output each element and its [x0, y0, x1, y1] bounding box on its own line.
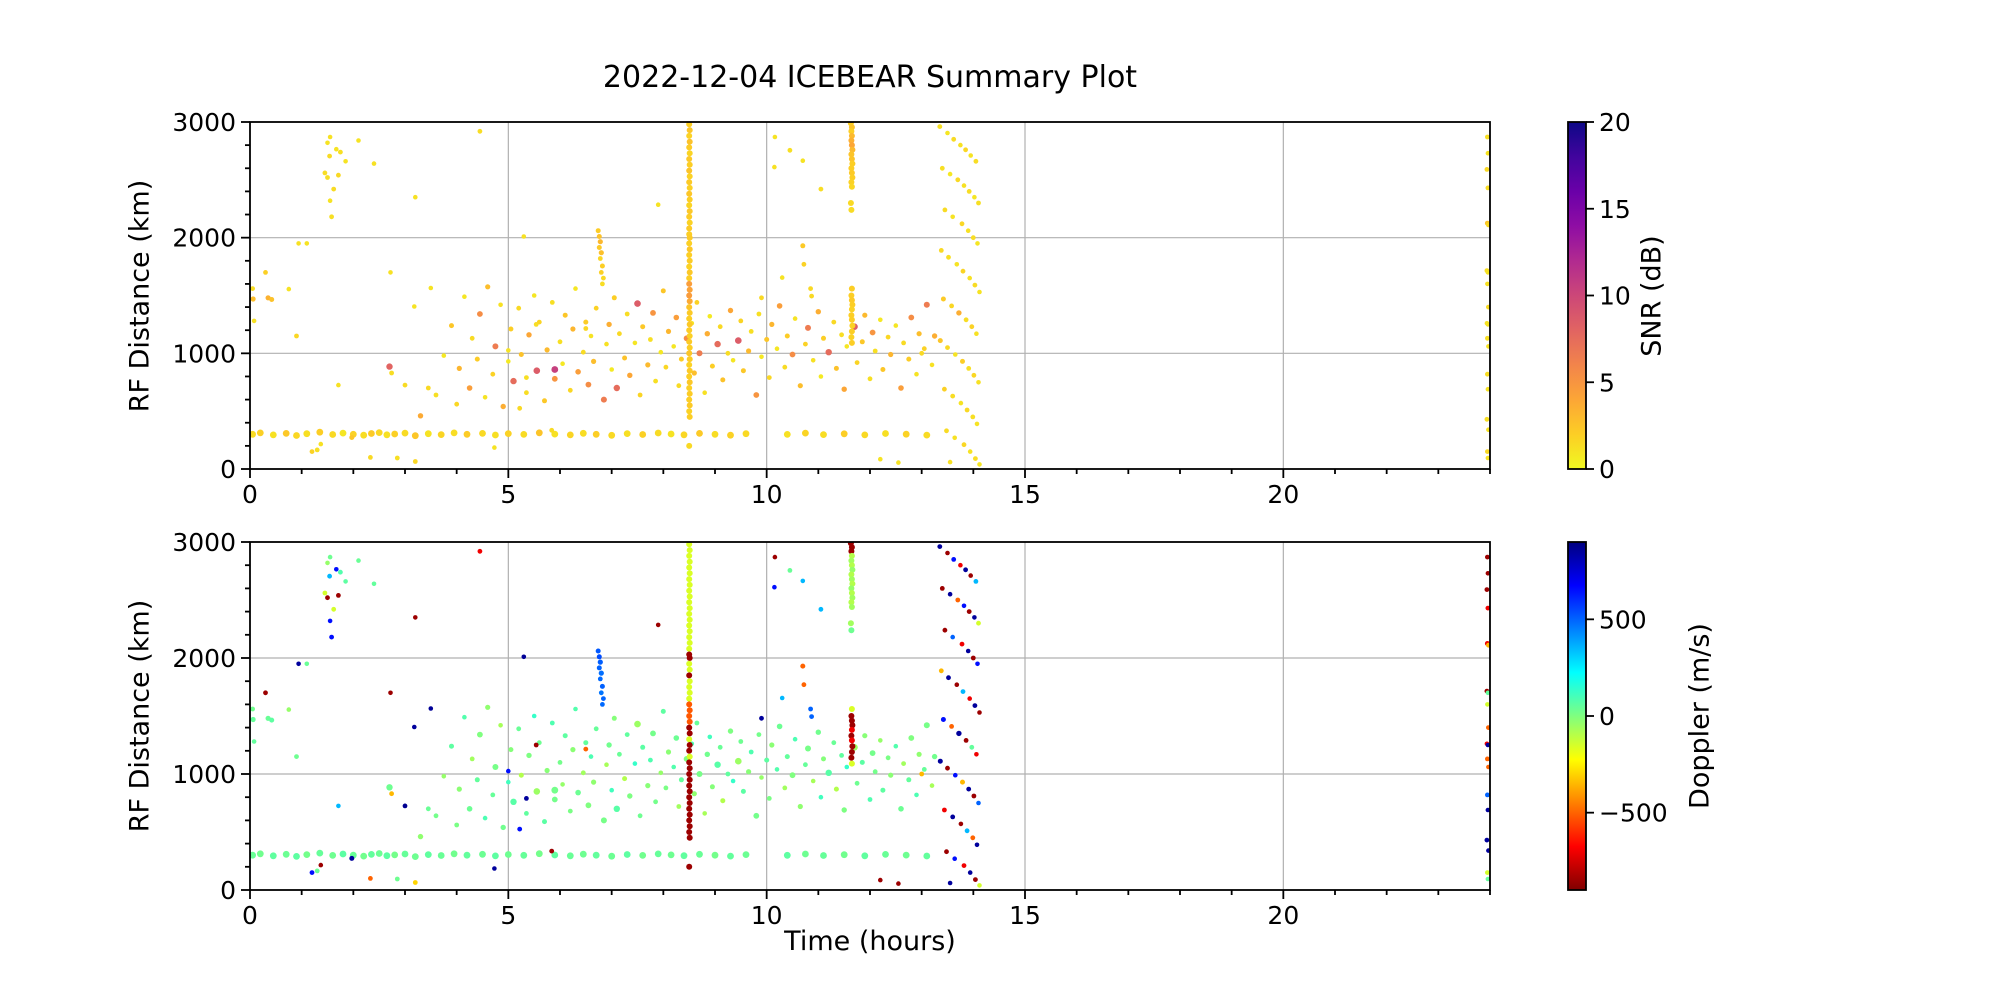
svg-text:10: 10: [751, 901, 783, 930]
svg-text:0: 0: [220, 455, 236, 484]
svg-text:20: 20: [1599, 108, 1631, 137]
panel-border: [249, 121, 1491, 470]
doppler-panel: 0 5 10 15 20 0 1000 2000 3000 −500 0 500: [172, 528, 1667, 930]
y-axis-label-bottom: RF Distance (km): [124, 599, 156, 833]
svg-text:5: 5: [1599, 368, 1615, 397]
grid-lines: [250, 122, 1490, 469]
svg-text:15: 15: [1009, 480, 1041, 509]
svg-text:15: 15: [1599, 195, 1631, 224]
svg-text:10: 10: [1599, 282, 1631, 311]
svg-text:3000: 3000: [172, 528, 236, 557]
plot-title: 2022-12-04 ICEBEAR Summary Plot: [602, 60, 1138, 95]
svg-text:0: 0: [1599, 455, 1615, 484]
svg-text:−500: −500: [1599, 799, 1668, 828]
svg-text:10: 10: [751, 480, 783, 509]
doppler-colorbar-label: Doppler (m/s): [1684, 623, 1716, 809]
snr-scatter-points: [250, 122, 1490, 467]
svg-text:1000: 1000: [172, 339, 236, 368]
grid-lines: [250, 542, 1490, 890]
doppler-colorbar: −500 0 500: [1567, 541, 1668, 891]
svg-text:1000: 1000: [172, 760, 236, 789]
x-axis-label: Time (hours): [784, 926, 956, 957]
snr-colorbar-label: SNR (dB): [1636, 235, 1668, 357]
svg-text:15: 15: [1009, 901, 1041, 930]
svg-text:5: 5: [500, 480, 516, 509]
panel-border: [249, 541, 1491, 891]
snr-colorbar: 0 5 10 15 20: [1567, 108, 1631, 484]
svg-text:20: 20: [1267, 901, 1299, 930]
svg-text:500: 500: [1599, 605, 1647, 634]
doppler-scatter-points: [250, 542, 1490, 888]
svg-text:0: 0: [220, 876, 236, 905]
snr-panel: 0 5 10 15 20 0 1000 2000 3000 0 5 10 15 20: [172, 108, 1630, 509]
tick-labels: 0 5 10 15 20 0 1000 2000 3000: [172, 108, 1299, 509]
svg-text:2000: 2000: [172, 224, 236, 253]
svg-text:0: 0: [242, 901, 258, 930]
svg-text:2000: 2000: [172, 644, 236, 673]
tick-labels: 0 5 10 15 20 0 1000 2000 3000: [172, 528, 1299, 930]
svg-text:0: 0: [1599, 702, 1615, 731]
svg-text:3000: 3000: [172, 108, 236, 137]
svg-text:20: 20: [1267, 480, 1299, 509]
axis-ticks: [241, 541, 1491, 899]
colorbar-tick-labels: −500 0 500: [1599, 605, 1668, 827]
axis-ticks: [241, 121, 1491, 478]
svg-text:5: 5: [500, 901, 516, 930]
y-axis-label-top: RF Distance (km): [124, 179, 156, 413]
colorbar-tick-labels: 0 5 10 15 20: [1599, 108, 1631, 484]
svg-text:0: 0: [242, 480, 258, 509]
